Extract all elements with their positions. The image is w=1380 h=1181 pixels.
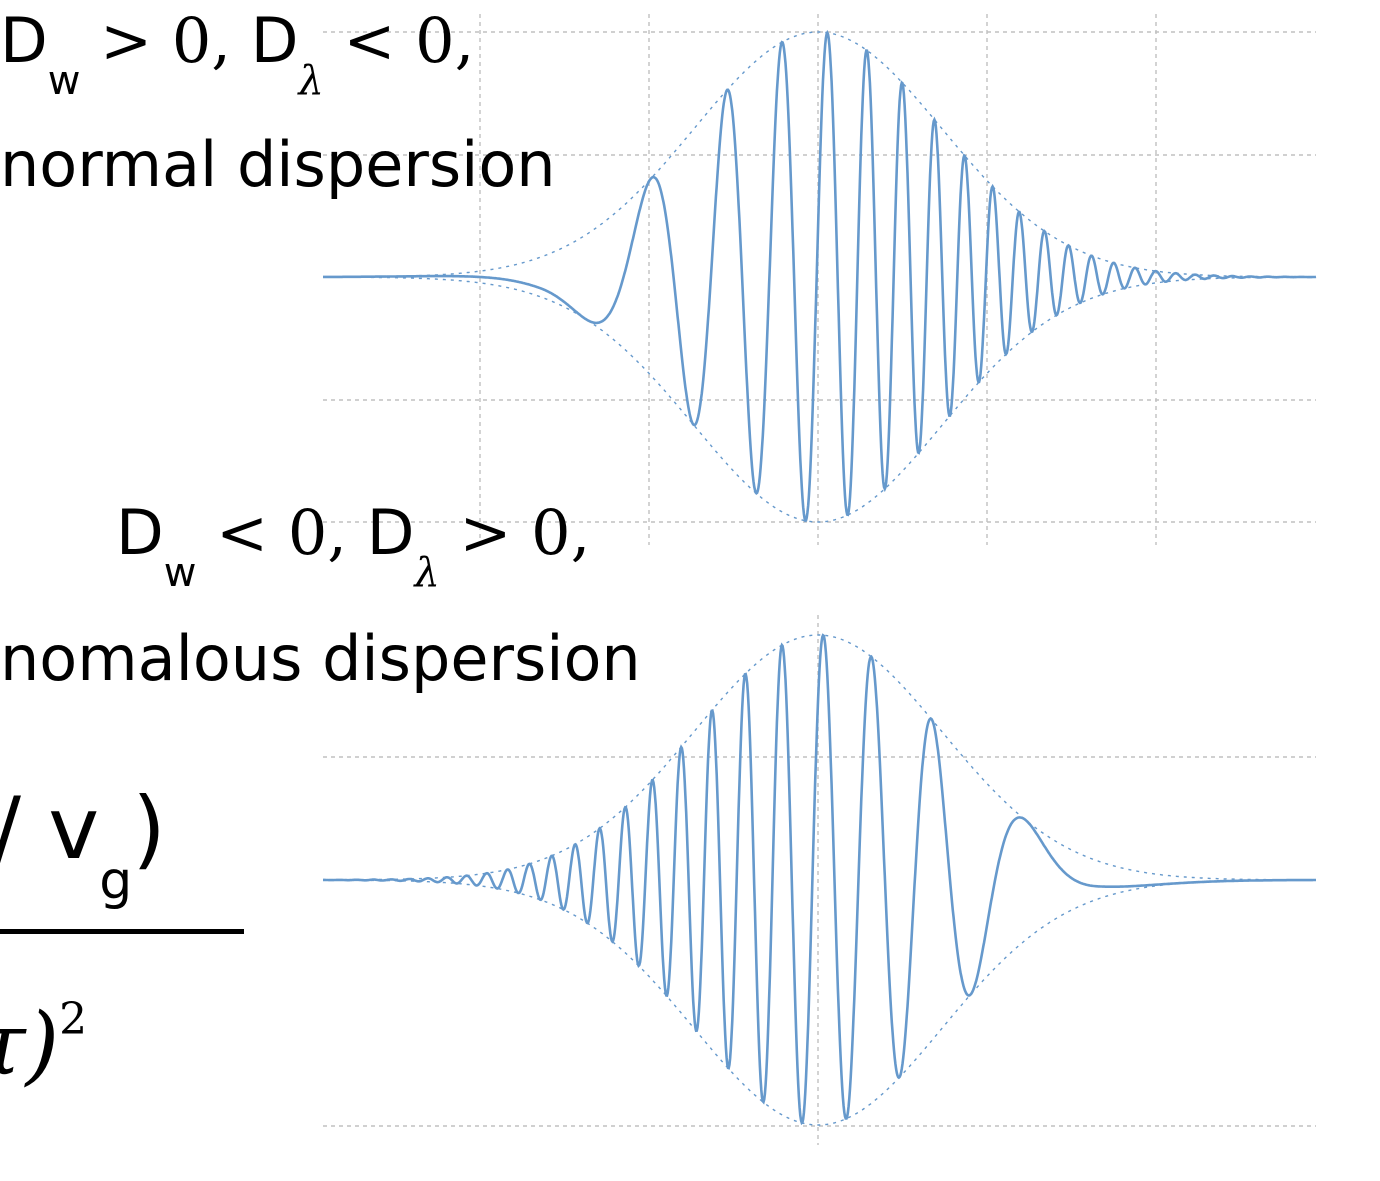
top-chirped-pulse-waveform [323, 29, 1317, 523]
bottom-condition-d1: D [116, 496, 164, 569]
top-condition-op1: > 0, [80, 4, 251, 77]
top-envelope-upper [323, 31, 1316, 278]
top-condition-d2-sub: λ [298, 58, 324, 104]
bottom-condition-d2: D [366, 496, 415, 569]
top-condition-d2: D [250, 4, 299, 77]
formula-denominator-text: τ) [0, 995, 60, 1095]
bottom-condition-d1-sub: w [163, 550, 197, 596]
formula-fraction-bar [0, 929, 244, 934]
top-condition: Dw > 0, Dλ < 0, [0, 10, 474, 102]
bottom-caption: nomalous dispersion [0, 622, 641, 695]
bottom-condition-op1: < 0, [196, 496, 367, 569]
formula-denominator-sup: 2 [59, 994, 88, 1045]
top-envelope-lower [323, 276, 1316, 523]
formula-numerator-sub: g [99, 851, 133, 911]
formula-numerator-text: / v [0, 779, 100, 879]
anomalous-dispersion-plot [323, 615, 1316, 1145]
top-caption: normal dispersion [0, 128, 556, 201]
top-condition-d1-sub: w [47, 58, 81, 104]
top-plot-grid [323, 14, 1316, 545]
formula-numerator: / vg) [0, 786, 166, 907]
top-condition-op2: < 0, [323, 4, 475, 77]
bottom-condition-d2-sub: λ [414, 550, 440, 596]
bottom-envelope-lower [323, 879, 1316, 1126]
formula-numerator-close: ) [132, 779, 166, 879]
formula-denominator: τ)2 [0, 998, 87, 1089]
bottom-chirped-pulse-waveform [323, 633, 1316, 1126]
bottom-condition-op2: > 0, [439, 496, 591, 569]
bottom-envelope-upper [323, 634, 1316, 881]
bottom-condition: Dw < 0, Dλ > 0, [116, 502, 590, 594]
normal-dispersion-plot [323, 14, 1317, 545]
top-condition-d1: D [0, 4, 48, 77]
